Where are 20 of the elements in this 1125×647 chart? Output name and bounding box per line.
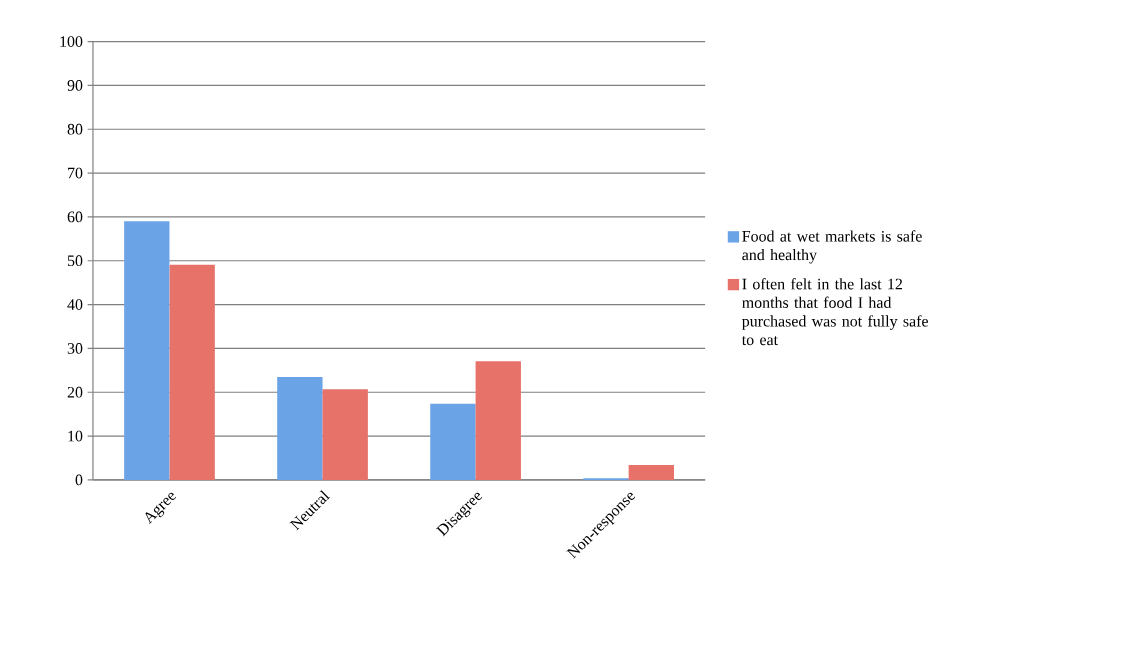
- bar: [475, 361, 521, 480]
- y-tick-label: 70: [68, 167, 83, 179]
- y-tick-label: 30: [67, 343, 83, 354]
- bar: [169, 264, 215, 480]
- bar: [628, 465, 674, 480]
- y-tick-label: 80: [67, 123, 83, 135]
- y-tick-label: 60: [67, 211, 83, 223]
- y-tick-label: 10: [68, 430, 83, 442]
- y-tick-label: 40: [67, 299, 83, 310]
- legend-label: I often felt in the last 12 months that food I had purchased was not fully safe to eat: [741, 278, 928, 346]
- y-tick-label: 90: [67, 80, 83, 91]
- bar: [430, 403, 476, 480]
- y-tick-label: 100: [60, 36, 83, 47]
- y-tick-label: 50: [67, 255, 83, 267]
- bar: [277, 376, 323, 480]
- legend-label: Food at wet markets is safe and healthy: [742, 230, 922, 264]
- y-tick-label: 0: [75, 474, 83, 486]
- bar: [322, 389, 368, 480]
- bar: [124, 221, 170, 480]
- y-tick-label: 20: [67, 386, 83, 398]
